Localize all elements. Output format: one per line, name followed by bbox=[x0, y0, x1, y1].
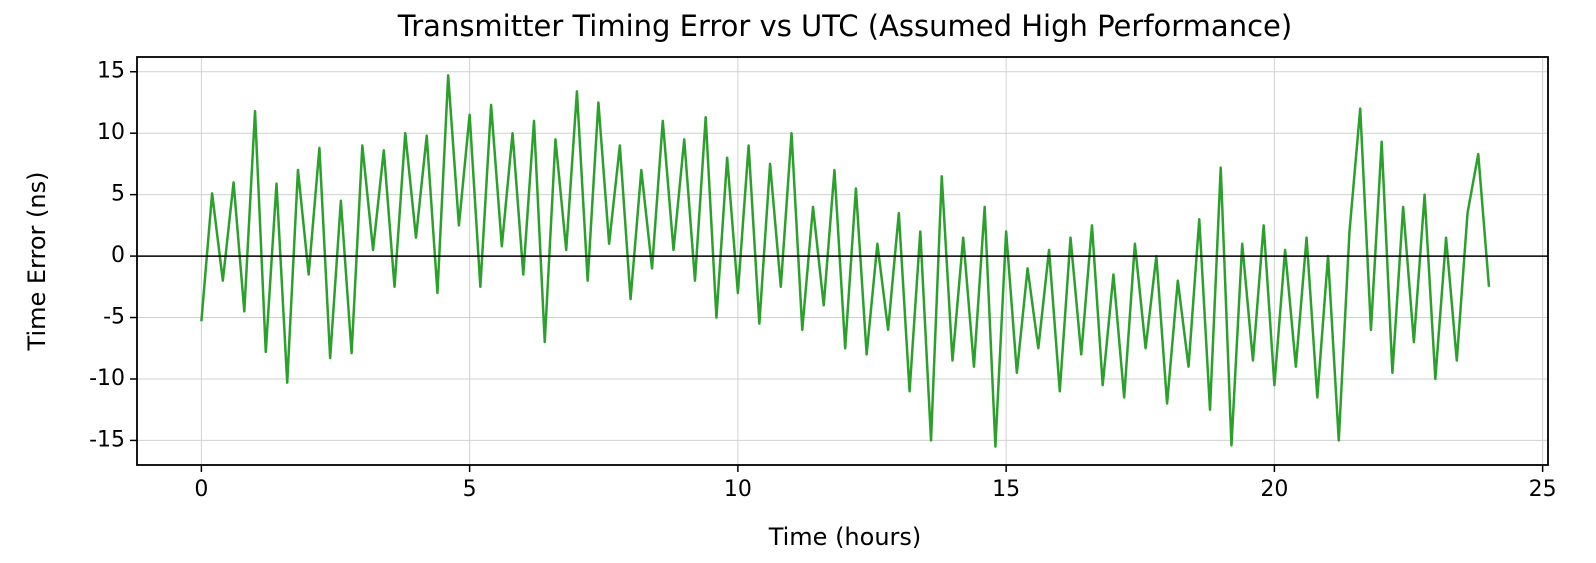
data-line bbox=[200, 74, 1491, 448]
x-tick-label: 15 bbox=[992, 477, 1020, 502]
x-tick-label: 0 bbox=[194, 477, 208, 502]
x-tick-label: 20 bbox=[1260, 477, 1288, 502]
y-tick-label: 5 bbox=[111, 182, 125, 207]
y-tick-label: 15 bbox=[97, 59, 125, 84]
y-tick-label: -5 bbox=[103, 305, 125, 330]
y-axis-label: Time Error (ns) bbox=[23, 172, 51, 352]
x-tick-label: 5 bbox=[463, 477, 477, 502]
x-tick-label: 25 bbox=[1529, 477, 1557, 502]
y-tick-label: 0 bbox=[111, 243, 125, 268]
y-tick-label: 10 bbox=[97, 120, 125, 145]
y-tick-label: -10 bbox=[89, 366, 125, 391]
y-tick-label: -15 bbox=[89, 427, 125, 452]
x-tick-label: 10 bbox=[724, 477, 752, 502]
x-axis-label: Time (hours) bbox=[768, 523, 922, 551]
plot-frame bbox=[136, 56, 1549, 466]
chart-title: Transmitter Timing Error vs UTC (Assumed… bbox=[397, 9, 1292, 43]
